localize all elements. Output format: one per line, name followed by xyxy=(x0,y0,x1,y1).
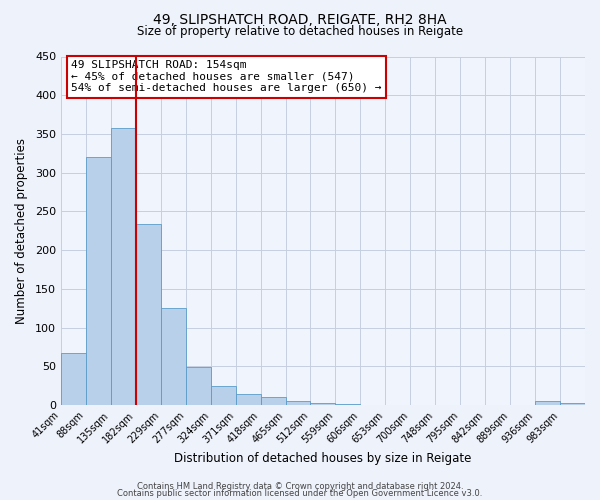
Bar xyxy=(535,402,560,405)
Bar xyxy=(86,157,111,405)
Bar xyxy=(236,394,260,405)
Bar xyxy=(335,404,361,405)
Bar xyxy=(186,367,211,405)
Bar xyxy=(286,402,310,405)
Bar xyxy=(161,308,186,405)
Bar xyxy=(560,403,585,405)
Bar xyxy=(61,352,86,405)
Y-axis label: Number of detached properties: Number of detached properties xyxy=(15,138,28,324)
Text: 49, SLIPSHATCH ROAD, REIGATE, RH2 8HA: 49, SLIPSHATCH ROAD, REIGATE, RH2 8HA xyxy=(153,12,447,26)
X-axis label: Distribution of detached houses by size in Reigate: Distribution of detached houses by size … xyxy=(174,452,472,465)
Bar xyxy=(211,386,236,405)
Bar xyxy=(136,224,161,405)
Text: Size of property relative to detached houses in Reigate: Size of property relative to detached ho… xyxy=(137,25,463,38)
Bar xyxy=(260,396,286,405)
Text: 49 SLIPSHATCH ROAD: 154sqm
← 45% of detached houses are smaller (547)
54% of sem: 49 SLIPSHATCH ROAD: 154sqm ← 45% of deta… xyxy=(71,60,382,93)
Bar xyxy=(310,403,335,405)
Text: Contains public sector information licensed under the Open Government Licence v3: Contains public sector information licen… xyxy=(118,490,482,498)
Bar xyxy=(111,128,136,405)
Text: Contains HM Land Registry data © Crown copyright and database right 2024.: Contains HM Land Registry data © Crown c… xyxy=(137,482,463,491)
